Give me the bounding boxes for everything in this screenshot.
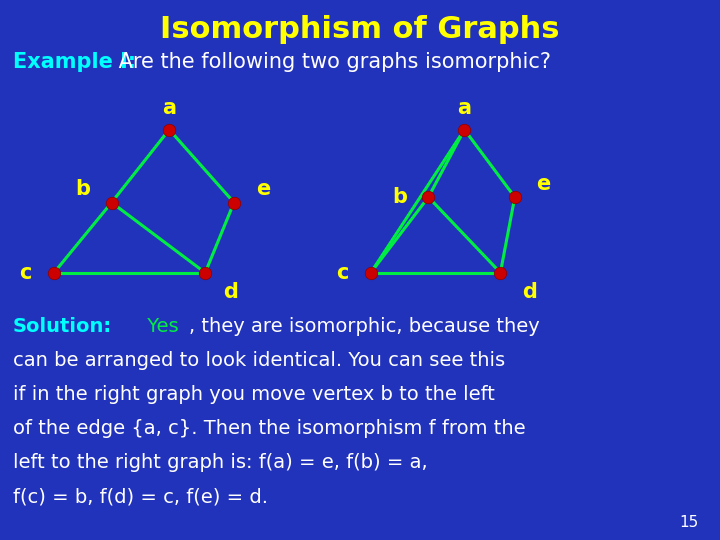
- Text: of the edge {a, c}. Then the isomorphism f from the: of the edge {a, c}. Then the isomorphism…: [13, 419, 526, 438]
- Text: d: d: [522, 281, 536, 302]
- Text: e: e: [256, 179, 270, 199]
- Text: e: e: [536, 173, 551, 194]
- Text: a: a: [162, 98, 176, 118]
- Text: , they are isomorphic, because they: , they are isomorphic, because they: [189, 317, 540, 336]
- Text: can be arranged to look identical. You can see this: can be arranged to look identical. You c…: [13, 351, 505, 370]
- Text: c: c: [336, 262, 348, 283]
- Text: b: b: [392, 187, 407, 207]
- Text: f(c) = b, f(d) = c, f(e) = d.: f(c) = b, f(d) = c, f(e) = d.: [13, 487, 268, 507]
- Text: Isomorphism of Graphs: Isomorphism of Graphs: [161, 15, 559, 44]
- Text: b: b: [76, 179, 90, 199]
- Text: left to the right graph is: f(a) = e, f(b) = a,: left to the right graph is: f(a) = e, f(…: [13, 453, 428, 472]
- Text: d: d: [223, 281, 238, 302]
- Text: Are the following two graphs isomorphic?: Are the following two graphs isomorphic?: [112, 52, 551, 72]
- Text: Solution:: Solution:: [13, 317, 112, 336]
- Text: Yes: Yes: [141, 317, 179, 336]
- Text: if in the right graph you move vertex b to the left: if in the right graph you move vertex b …: [13, 385, 495, 404]
- Text: 15: 15: [679, 515, 698, 530]
- Text: a: a: [457, 98, 472, 118]
- Text: Example I:: Example I:: [13, 52, 136, 72]
- Text: c: c: [19, 262, 32, 283]
